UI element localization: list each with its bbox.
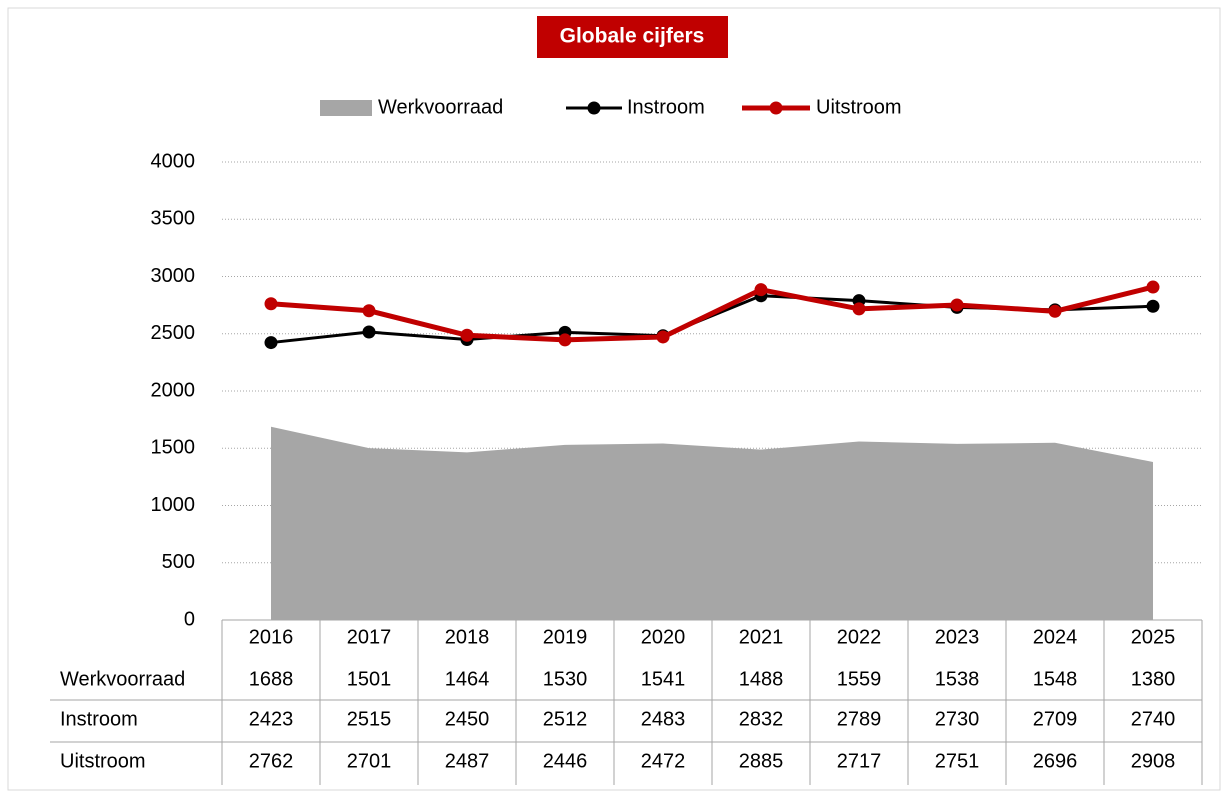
marker [754, 283, 768, 297]
table-cell: 2832 [739, 708, 784, 730]
legend-label: Uitstroom [816, 96, 902, 118]
table-cell: 2472 [641, 750, 686, 772]
table-cell: 1688 [249, 668, 294, 690]
x-tick-label: 2018 [445, 626, 490, 648]
table-cell: 1559 [837, 668, 882, 690]
y-tick-label: 500 [162, 551, 195, 573]
x-tick-label: 2020 [641, 626, 686, 648]
x-tick-label: 2017 [347, 626, 392, 648]
table-cell: 1538 [935, 668, 980, 690]
legend-marker [587, 101, 601, 115]
table-cell: 2709 [1033, 708, 1078, 730]
y-tick-label: 0 [184, 608, 195, 630]
table-cell: 2908 [1131, 750, 1176, 772]
table-cell: 2512 [543, 708, 588, 730]
table-cell: 2740 [1131, 708, 1176, 730]
y-tick-label: 1500 [151, 437, 196, 459]
y-tick-label: 3000 [151, 265, 196, 287]
y-tick-label: 2500 [151, 322, 196, 344]
area [271, 426, 1153, 620]
table-cell: 2730 [935, 708, 980, 730]
table-row-label: Instroom [60, 708, 138, 730]
y-tick-label: 3500 [151, 208, 196, 230]
table-cell: 1488 [739, 668, 784, 690]
x-tick-label: 2022 [837, 626, 882, 648]
table-cell: 2717 [837, 750, 882, 772]
table-row-label: Werkvoorraad [60, 668, 185, 690]
marker [264, 297, 278, 311]
table-cell: 2751 [935, 750, 980, 772]
x-tick-label: 2019 [543, 626, 588, 648]
marker [264, 336, 278, 350]
x-tick-label: 2025 [1131, 626, 1176, 648]
y-tick-label: 2000 [151, 379, 196, 401]
marker [950, 298, 964, 312]
table-row-label: Uitstroom [60, 750, 146, 772]
table-cell: 2789 [837, 708, 882, 730]
table-cell: 2483 [641, 708, 686, 730]
legend-marker [769, 101, 783, 115]
marker [558, 333, 572, 347]
marker [1146, 299, 1160, 313]
table-cell: 2487 [445, 750, 490, 772]
marker [656, 330, 670, 344]
x-tick-label: 2016 [249, 626, 294, 648]
legend-label: Werkvoorraad [378, 96, 503, 118]
table-cell: 2423 [249, 708, 294, 730]
table-cell: 1501 [347, 668, 392, 690]
table-cell: 2515 [347, 708, 392, 730]
table-cell: 2885 [739, 750, 784, 772]
legend-swatch [320, 100, 372, 116]
table-cell: 1530 [543, 668, 588, 690]
x-tick-label: 2023 [935, 626, 980, 648]
legend-label: Instroom [627, 96, 705, 118]
marker [1048, 304, 1062, 318]
table-cell: 1548 [1033, 668, 1078, 690]
y-tick-label: 1000 [151, 494, 196, 516]
x-tick-label: 2021 [739, 626, 784, 648]
table-cell: 1380 [1131, 668, 1176, 690]
table-cell: 2446 [543, 750, 588, 772]
marker [460, 328, 474, 342]
line [270, 284, 1154, 343]
table-cell: 2701 [347, 750, 392, 772]
table-cell: 1464 [445, 668, 490, 690]
marker [852, 302, 866, 316]
table-cell: 2696 [1033, 750, 1078, 772]
x-tick-label: 2024 [1033, 626, 1078, 648]
table-cell: 1541 [641, 668, 686, 690]
y-tick-label: 4000 [151, 150, 196, 172]
table-cell: 2762 [249, 750, 294, 772]
marker [1146, 280, 1160, 294]
table-cell: 2450 [445, 708, 490, 730]
chart-title: Globale cijfers [560, 25, 705, 48]
marker [362, 325, 376, 339]
marker [362, 304, 376, 318]
title-box [537, 16, 728, 58]
